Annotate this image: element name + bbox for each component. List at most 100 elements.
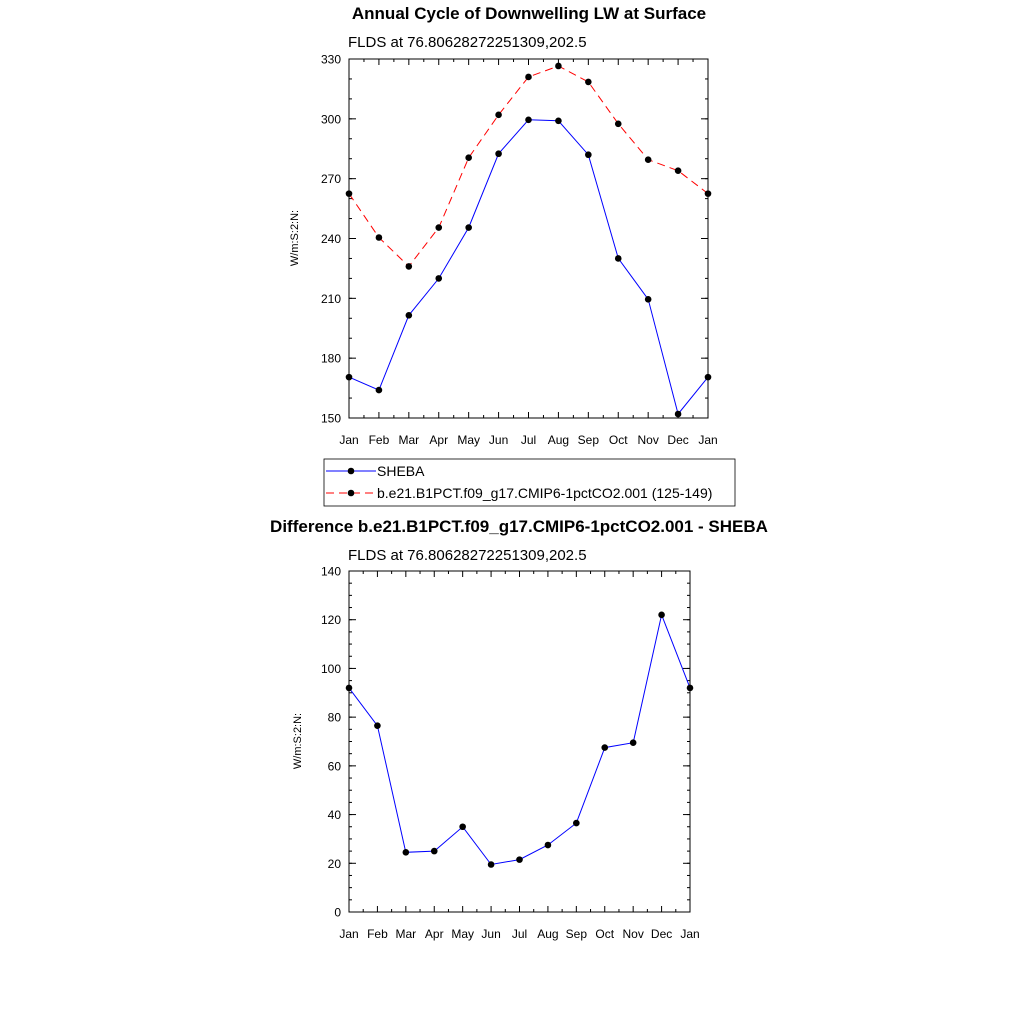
data-point-s0-2 [402, 849, 410, 856]
x-tick-label: Oct [595, 927, 614, 941]
data-point-s1-8 [585, 78, 592, 86]
tick-labels: Jan Feb Mar Apr May Jun Jul Aug Sep Oct Nov Dec Jan 1… [321, 53, 718, 448]
x-tick-label: Jul [512, 927, 527, 941]
y-tick-label: 300 [321, 112, 341, 126]
chart-subtitle: FLDS at 76.80628272251309,202.5 [348, 34, 587, 51]
data-point-s1-5 [495, 111, 502, 119]
data-point-s0-5 [495, 150, 502, 158]
x-tick-label: Mar [398, 433, 419, 447]
plot-frame [348, 58, 709, 419]
y-tick-label: 40 [328, 808, 342, 822]
data-point-s0-7 [544, 841, 552, 849]
legend-marker-sheba [347, 467, 355, 475]
data-point-s0-7 [555, 117, 562, 125]
x-tick-label: Jan [698, 433, 717, 447]
data-point-s1-6 [525, 73, 532, 81]
x-tick-label: Dec [667, 433, 688, 447]
legend-entry-sheba: SHEBA [326, 463, 425, 479]
y-tick-label: 0 [334, 906, 341, 920]
legend-entry-model: b.e21.B1PCT.f09_g17.CMIP6-1pctCO2.001 (1… [326, 485, 712, 501]
x-tick-label: Oct [609, 433, 628, 447]
series-line-0 [348, 119, 709, 416]
chart-title: Difference b.e21.B1PCT.f09_g17.CMIP6-1pc… [270, 517, 768, 536]
data-point-s0-8 [585, 151, 592, 159]
data-point-s0-9 [601, 744, 609, 751]
x-tick-label: Jul [521, 433, 536, 447]
legend: SHEBA b.e21.B1PCT.f09_g17.CMIP6-1pctCO2.… [323, 458, 736, 507]
legend-label-sheba: SHEBA [377, 463, 425, 479]
series-line-0 [348, 613, 691, 866]
y-tick-label: 150 [321, 412, 341, 426]
x-tick-label: Jan [339, 433, 358, 447]
data-point-s0-11 [658, 611, 665, 619]
difference-chart: Difference b.e21.B1PCT.f09_g17.CMIP6-1pc… [270, 517, 768, 941]
data-point-s0-9 [614, 255, 622, 262]
x-tick-label: Jan [680, 927, 699, 941]
data-point-s1-9 [614, 120, 622, 128]
legend-box [323, 458, 736, 507]
x-tick-label: Feb [369, 433, 390, 447]
x-tick-label: Sep [578, 433, 600, 447]
data-point-s0-10 [644, 296, 652, 303]
x-tick-label: May [451, 927, 474, 941]
x-tick-label: May [457, 433, 480, 447]
x-tick-label: Jun [481, 927, 500, 941]
x-tick-label: Jan [339, 927, 358, 941]
x-tick-label: Nov [622, 927, 643, 941]
x-tick-label: Dec [651, 927, 672, 941]
y-tick-label: 80 [328, 711, 342, 725]
data-point-s0-2 [405, 311, 413, 319]
data-point-s0-8 [573, 819, 580, 827]
data-point-s0-1 [375, 386, 383, 394]
data-point-s1-11 [674, 167, 682, 174]
y-tick-label: 240 [321, 232, 341, 246]
data-point-s1-1 [375, 234, 383, 241]
x-tick-label: Apr [425, 927, 444, 941]
y-tick-label: 60 [328, 759, 342, 773]
plot-frame [348, 570, 691, 913]
x-tick-label: Aug [548, 433, 569, 447]
data-point-s0-5 [487, 861, 495, 868]
y-tick-label: 100 [321, 662, 341, 676]
y-axis-label: W/m:S:2:N: [292, 713, 304, 769]
x-tick-label: Aug [537, 927, 558, 941]
legend-marker-model [347, 489, 355, 497]
data-point-s0-4 [459, 823, 466, 831]
y-axis-label: W/m:S:2:N: [289, 210, 301, 266]
tick-marks [348, 58, 709, 419]
y-tick-label: 20 [328, 857, 342, 871]
data-point-s0-4 [465, 224, 472, 231]
x-tick-label: Nov [637, 433, 658, 447]
data-point-s0-6 [525, 116, 532, 124]
data-point-s0-3 [430, 847, 438, 855]
chart-title: Annual Cycle of Downwelling LW at Surfac… [352, 4, 706, 23]
series-layer [345, 62, 712, 418]
legend-label-model: b.e21.B1PCT.f09_g17.CMIP6-1pctCO2.001 (1… [377, 485, 712, 501]
tick-labels: Jan Feb Mar Apr May Jun Jul Aug Sep Oct Nov Dec Jan 0… [321, 565, 700, 942]
x-tick-label: Mar [395, 927, 416, 941]
y-tick-label: 210 [321, 292, 341, 306]
x-tick-label: Apr [429, 433, 448, 447]
y-tick-label: 330 [321, 53, 341, 67]
series-line-1 [348, 65, 709, 268]
data-point-s0-1 [374, 722, 381, 729]
data-point-s1-7 [555, 62, 562, 70]
y-tick-label: 270 [321, 172, 341, 186]
y-tick-label: 140 [321, 565, 341, 579]
data-point-s1-3 [435, 224, 443, 231]
series-layer [345, 611, 694, 868]
x-tick-label: Sep [566, 927, 588, 941]
y-tick-label: 120 [321, 613, 341, 627]
data-point-s1-4 [465, 154, 472, 162]
chart-subtitle: FLDS at 76.80628272251309,202.5 [348, 547, 587, 564]
data-point-s0-3 [435, 275, 443, 282]
annual-cycle-chart: Annual Cycle of Downwelling LW at Surfac… [289, 4, 736, 507]
data-point-s0-6 [516, 856, 523, 863]
y-tick-label: 180 [321, 352, 341, 366]
data-point-s1-2 [405, 263, 413, 270]
data-point-s1-10 [644, 156, 652, 164]
data-point-s0-11 [674, 410, 682, 418]
x-tick-label: Feb [367, 927, 388, 941]
data-point-s0-10 [629, 739, 637, 747]
